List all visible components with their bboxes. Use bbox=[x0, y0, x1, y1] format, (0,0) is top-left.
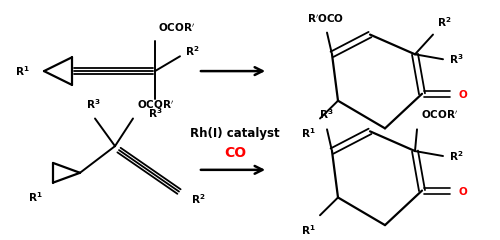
Text: $\mathbf{R^3}$: $\mathbf{R^3}$ bbox=[449, 52, 464, 66]
Text: $\mathbf{R^2}$: $\mathbf{R^2}$ bbox=[449, 149, 464, 163]
Text: $\mathbf{R^2}$: $\mathbf{R^2}$ bbox=[191, 192, 206, 206]
Text: $\mathbf{R^1}$: $\mathbf{R^1}$ bbox=[302, 126, 316, 140]
Text: $\mathbf{R'OCO}$: $\mathbf{R'OCO}$ bbox=[308, 12, 344, 25]
Text: $\mathbf{OCOR'}$: $\mathbf{OCOR'}$ bbox=[421, 109, 459, 121]
Text: $\mathbf{O}$: $\mathbf{O}$ bbox=[458, 88, 468, 100]
Text: $\mathbf{OCOR'}$: $\mathbf{OCOR'}$ bbox=[158, 21, 196, 34]
Text: $\mathbf{R^3}$: $\mathbf{R^3}$ bbox=[318, 108, 334, 121]
Text: $\mathbf{R^2}$: $\mathbf{R^2}$ bbox=[185, 44, 200, 58]
Text: $\mathbf{R^1}$: $\mathbf{R^1}$ bbox=[302, 223, 316, 237]
Text: $\mathbf{R^3}$: $\mathbf{R^3}$ bbox=[148, 107, 162, 120]
Text: $\mathbf{R^1}$: $\mathbf{R^1}$ bbox=[16, 64, 30, 78]
Text: $\mathbf{O}$: $\mathbf{O}$ bbox=[458, 185, 468, 197]
Text: CO: CO bbox=[224, 146, 246, 160]
Text: Rh(I) catalyst: Rh(I) catalyst bbox=[190, 127, 280, 140]
Text: $\mathbf{R^1}$: $\mathbf{R^1}$ bbox=[28, 191, 43, 204]
Text: $\mathbf{OCOR'}$: $\mathbf{OCOR'}$ bbox=[137, 98, 174, 111]
Text: $\mathbf{R^2}$: $\mathbf{R^2}$ bbox=[437, 15, 452, 29]
Text: $\mathbf{R^3}$: $\mathbf{R^3}$ bbox=[86, 97, 100, 111]
